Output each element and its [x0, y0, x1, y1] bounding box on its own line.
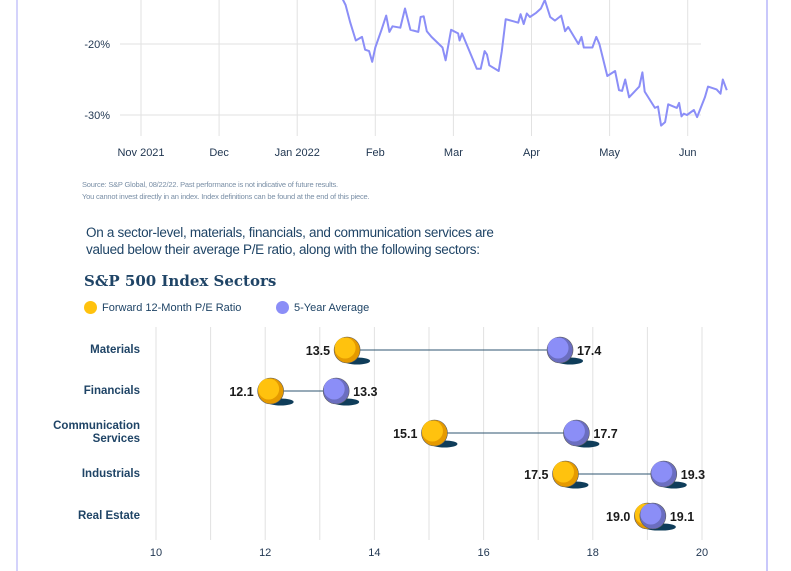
line-chart: -20% -30% Nov 2021 Dec Jan 2022 Feb Mar Apr May J… [84, 0, 728, 159]
x-tick-label: Dec [209, 147, 229, 159]
x-tick-label: Jan 2022 [275, 147, 320, 159]
category-label: Industrials [82, 468, 140, 481]
content-frame [16, 0, 768, 571]
x-tick-label: Mar [444, 147, 463, 159]
category-label: Materials [90, 344, 140, 357]
category-label: Financials [84, 385, 140, 398]
source-note-line2: You cannot invest directly in an index. … [82, 192, 370, 201]
category-label-line: Materials [90, 343, 140, 356]
source-note-line1: Source: S&P Global, 08/22/22. Past perfo… [82, 180, 338, 189]
x-tick-label: Apr [523, 147, 540, 159]
category-label-line: Financials [83, 384, 140, 397]
sector-chart-title: S&P 500 Index Sectors [84, 272, 277, 290]
y-tick-label: -30% [84, 110, 110, 122]
category-label: Real Estate [78, 510, 140, 523]
x-tick-label: Nov 2021 [117, 147, 164, 159]
x-tick-label: May [599, 147, 620, 159]
x-tick-label: Feb [366, 147, 385, 159]
legend-label-average: 5-Year Average [294, 301, 370, 314]
intro-text: On a sector-level, materials, financials… [86, 225, 494, 257]
legend-swatch-average [276, 301, 289, 314]
legend-item-average: 5-Year Average [276, 301, 369, 314]
category-label-line: Communication [53, 420, 140, 432]
category-label-line: Real Estate [77, 509, 140, 522]
category-label: Communication Services [53, 420, 140, 446]
legend-swatch-forward [84, 301, 97, 314]
category-label-line: Services [92, 433, 140, 445]
category-label-line: Industrials [81, 467, 140, 480]
series-line [341, 0, 728, 127]
x-tick-label: Jun [679, 147, 697, 159]
legend-item-forward: Forward 12-Month P/E Ratio [84, 301, 241, 314]
legend-label-forward: Forward 12-Month P/E Ratio [102, 301, 242, 314]
y-tick-label: -20% [84, 39, 110, 51]
